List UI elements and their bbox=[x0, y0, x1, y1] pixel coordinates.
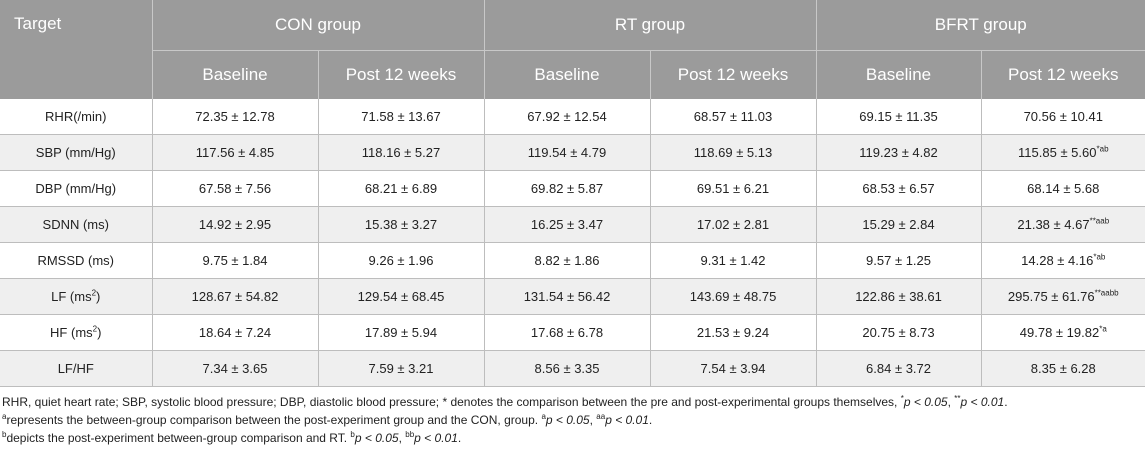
table-cell: 69.15 ± 11.35 bbox=[815, 99, 982, 135]
table-cell: 67.92 ± 12.54 bbox=[483, 99, 651, 135]
table-cell: 14.28 ± 4.16*ab bbox=[980, 242, 1145, 279]
table-cell: 6.84 ± 3.72 bbox=[815, 350, 982, 387]
table-cell: 68.57 ± 11.03 bbox=[649, 99, 817, 135]
row-label: DBP (mm/Hg) bbox=[0, 170, 152, 207]
table-cell: 9.31 ± 1.42 bbox=[649, 242, 817, 279]
table-cell: 71.58 ± 13.67 bbox=[317, 99, 485, 135]
table-cell: 15.29 ± 2.84 bbox=[815, 206, 982, 243]
header-group-rt: RT group bbox=[483, 0, 817, 51]
table-cell: 117.56 ± 4.85 bbox=[151, 134, 318, 171]
table-cell: 15.38 ± 3.27 bbox=[317, 206, 485, 243]
row-label: LF/HF bbox=[0, 350, 152, 387]
footnote-a: arepresents the between-group comparison… bbox=[2, 412, 653, 428]
table-cell: 115.85 ± 5.60*ab bbox=[980, 134, 1145, 171]
table-cell: 17.68 ± 6.78 bbox=[483, 314, 651, 351]
table-header: Target CON group RT group BFRT group Bas… bbox=[0, 0, 1145, 99]
table-cell: 9.57 ± 1.25 bbox=[815, 242, 982, 279]
table-cell: 68.53 ± 6.57 bbox=[815, 170, 982, 207]
table-cell: 17.89 ± 5.94 bbox=[317, 314, 485, 351]
header-group-bfrt: BFRT group bbox=[815, 0, 1145, 51]
table-body: RHR(/min) 72.35 ± 12.78 71.58 ± 13.67 67.92… bbox=[0, 99, 1145, 387]
table-row: HF (ms2) 18.64 ± 7.24 17.89 ± 5.94 17.68 ± … bbox=[0, 314, 1145, 351]
table-cell: 72.35 ± 12.78 bbox=[151, 99, 318, 135]
table-cell: 17.02 ± 2.81 bbox=[649, 206, 817, 243]
header-target: Target bbox=[0, 0, 152, 99]
header-sub: Post 12 weeks bbox=[317, 50, 485, 99]
results-table: Target CON group RT group BFRT group Bas… bbox=[0, 0, 1145, 387]
header-group-con: CON group bbox=[151, 0, 485, 51]
table-cell: 128.67 ± 54.82 bbox=[151, 278, 318, 315]
table-cell: 9.75 ± 1.84 bbox=[151, 242, 318, 279]
table-cell: 119.23 ± 4.82 bbox=[815, 134, 982, 171]
table-row: DBP (mm/Hg) 67.58 ± 7.56 68.21 ± 6.89 69.82… bbox=[0, 170, 1145, 207]
table-cell: 21.38 ± 4.67**aab bbox=[980, 206, 1145, 243]
table-cell: 118.69 ± 5.13 bbox=[649, 134, 817, 171]
row-label: RHR(/min) bbox=[0, 99, 152, 135]
table-row: RMSSD (ms) 9.75 ± 1.84 9.26 ± 1.96 8.82 ± 1… bbox=[0, 242, 1145, 279]
table-cell: 143.69 ± 48.75 bbox=[649, 278, 817, 315]
table-cell: 7.34 ± 3.65 bbox=[151, 350, 318, 387]
table-cell: 14.92 ± 2.95 bbox=[151, 206, 318, 243]
table-cell: 21.53 ± 9.24 bbox=[649, 314, 817, 351]
table-cell: 122.86 ± 38.61 bbox=[815, 278, 982, 315]
header-sub: Baseline bbox=[483, 50, 651, 99]
table-cell: 8.56 ± 3.35 bbox=[483, 350, 651, 387]
table-footnotes: RHR, quiet heart rate; SBP, systolic blo… bbox=[0, 387, 1145, 447]
footnote-b: bdepicts the post-experiment between-gro… bbox=[2, 430, 462, 446]
table-cell: 8.82 ± 1.86 bbox=[483, 242, 651, 279]
table-cell: 295.75 ± 61.76**aabb bbox=[980, 278, 1145, 315]
table-cell: 131.54 ± 56.42 bbox=[483, 278, 651, 315]
table-cell: 18.64 ± 7.24 bbox=[151, 314, 318, 351]
table-row: SDNN (ms) 14.92 ± 2.95 15.38 ± 3.27 16.25 ±… bbox=[0, 206, 1145, 243]
header-sub: Baseline bbox=[815, 50, 982, 99]
table-row: SBP (mm/Hg) 117.56 ± 4.85 118.16 ± 5.27 119… bbox=[0, 134, 1145, 171]
table-cell: 69.82 ± 5.87 bbox=[483, 170, 651, 207]
row-label: LF (ms2) bbox=[0, 278, 152, 315]
table-cell: 70.56 ± 10.41 bbox=[980, 99, 1145, 135]
table-cell: 49.78 ± 19.82*a bbox=[980, 314, 1145, 351]
table-cell: 129.54 ± 68.45 bbox=[317, 278, 485, 315]
table-cell: 68.14 ± 5.68 bbox=[980, 170, 1145, 207]
row-label: HF (ms2) bbox=[0, 314, 152, 351]
table-cell: 9.26 ± 1.96 bbox=[317, 242, 485, 279]
header-sub: Post 12 weeks bbox=[649, 50, 817, 99]
row-label: RMSSD (ms) bbox=[0, 242, 152, 279]
footnote-abbreviations: RHR, quiet heart rate; SBP, systolic blo… bbox=[2, 394, 1008, 410]
header-sub: Post 12 weeks bbox=[980, 50, 1145, 99]
table-row: LF (ms2) 128.67 ± 54.82 129.54 ± 68.45 131.… bbox=[0, 278, 1145, 315]
table-cell: 16.25 ± 3.47 bbox=[483, 206, 651, 243]
table-cell: 68.21 ± 6.89 bbox=[317, 170, 485, 207]
table-cell: 7.54 ± 3.94 bbox=[649, 350, 817, 387]
table-row: RHR(/min) 72.35 ± 12.78 71.58 ± 13.67 67.92… bbox=[0, 99, 1145, 135]
table-row: LF/HF 7.34 ± 3.65 7.59 ± 3.21 8.56 ± 3.35 7.… bbox=[0, 350, 1145, 387]
table-cell: 20.75 ± 8.73 bbox=[815, 314, 982, 351]
table-cell: 118.16 ± 5.27 bbox=[317, 134, 485, 171]
table-cell: 119.54 ± 4.79 bbox=[483, 134, 651, 171]
table-figure: Target CON group RT group BFRT group Bas… bbox=[0, 0, 1145, 447]
table-cell: 7.59 ± 3.21 bbox=[317, 350, 485, 387]
header-sub: Baseline bbox=[151, 50, 318, 99]
table-cell: 8.35 ± 6.28 bbox=[980, 350, 1145, 387]
table-cell: 67.58 ± 7.56 bbox=[151, 170, 318, 207]
row-label: SDNN (ms) bbox=[0, 206, 152, 243]
table-cell: 69.51 ± 6.21 bbox=[649, 170, 817, 207]
row-label: SBP (mm/Hg) bbox=[0, 134, 152, 171]
